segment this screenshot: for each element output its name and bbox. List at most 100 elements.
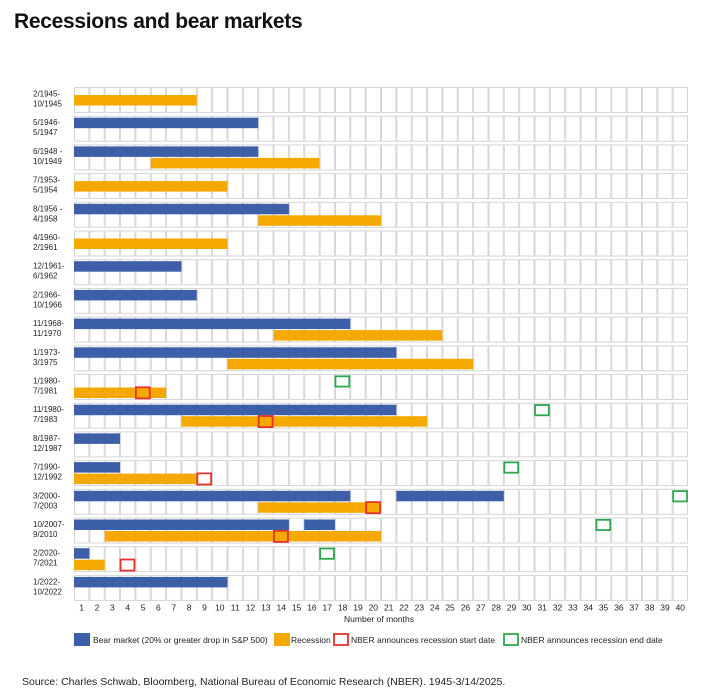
grid-cell <box>381 173 397 200</box>
grid-cell <box>611 115 627 142</box>
x-tick-label: 9 <box>202 603 207 613</box>
x-tick-label: 11 <box>231 603 240 613</box>
grid-cell <box>488 345 504 372</box>
x-tick-label: 27 <box>476 603 486 613</box>
grid-cell <box>442 144 458 171</box>
grid-cell <box>611 201 627 228</box>
grid-cell <box>626 402 642 429</box>
grid-cell <box>611 144 627 171</box>
grid-cell <box>212 287 228 314</box>
grid-cell <box>473 402 489 429</box>
grid-cell <box>166 431 182 458</box>
grid-cell <box>396 230 412 257</box>
legend-swatch-start <box>333 633 349 646</box>
grid-cell <box>641 259 658 286</box>
bear-market-bar <box>74 117 259 129</box>
grid-cell <box>381 259 397 286</box>
grid-cell <box>626 431 642 458</box>
row-label: 2/1945- <box>33 90 60 99</box>
grid-cell <box>488 546 504 573</box>
nber-end-marker <box>319 547 335 560</box>
grid-cell <box>657 201 673 228</box>
grid-cell <box>196 431 213 458</box>
nber-end-marker <box>334 375 351 388</box>
grid-cell <box>396 546 412 573</box>
row-label: 10/1966 <box>33 300 62 309</box>
grid-cell <box>503 115 520 142</box>
grid-cell <box>657 287 673 314</box>
grid-cell <box>411 115 428 142</box>
grid-cell <box>519 345 535 372</box>
grid-cell <box>488 201 504 228</box>
grid-cell <box>473 431 489 458</box>
grid-cell <box>212 87 228 113</box>
grid-cell <box>473 87 489 113</box>
row-label: 1/1980- <box>33 377 60 386</box>
bear-market-bar <box>396 490 504 502</box>
grid-cell <box>503 87 520 113</box>
grid-cell <box>381 431 397 458</box>
x-tick-label: 10 <box>215 603 225 613</box>
grid-cell <box>457 259 474 286</box>
grid-cell <box>519 316 535 343</box>
legend-swatch-end <box>503 633 519 646</box>
grid-cell <box>427 230 443 257</box>
grid-cell <box>595 574 612 601</box>
grid-cell <box>350 230 366 257</box>
grid-cell <box>135 431 151 458</box>
grid-cell <box>580 546 596 573</box>
row-label: 9/2010 <box>33 530 58 539</box>
grid-cell <box>181 374 197 400</box>
grid-cell <box>304 259 320 286</box>
grid-cell <box>258 259 274 286</box>
grid-cell <box>227 374 243 400</box>
grid-cell <box>580 230 596 257</box>
grid-cell <box>212 546 228 573</box>
grid-cell <box>473 517 489 544</box>
grid-cell <box>319 460 335 487</box>
grid-cell <box>457 402 474 429</box>
grid-cell <box>212 431 228 458</box>
grid-cell <box>580 144 596 171</box>
recession-bar <box>258 215 381 226</box>
recession-bar <box>104 531 381 542</box>
legend-label-start: NBER announces recession start date <box>351 635 495 645</box>
row-label: 7/1990- <box>33 463 60 472</box>
grid-cell <box>242 546 259 573</box>
grid-cell <box>641 115 658 142</box>
grid-cell <box>519 460 535 487</box>
grid-cell <box>457 546 474 573</box>
x-tick-label: 33 <box>568 603 578 613</box>
grid-cell <box>565 488 581 515</box>
grid-cell <box>519 259 535 286</box>
grid-cell <box>319 87 335 113</box>
grid-cell <box>319 230 335 257</box>
x-tick-label: 40 <box>676 603 686 613</box>
grid-cell <box>672 144 689 171</box>
bear-market-bar <box>74 146 259 157</box>
grid-cell <box>427 144 443 171</box>
grid-cell <box>442 87 458 113</box>
grid-cell <box>350 115 366 142</box>
grid-cell <box>273 230 289 257</box>
grid-cell <box>242 87 259 113</box>
grid-cell <box>549 402 566 429</box>
row-label: 1/2022- <box>33 577 60 586</box>
grid-cell <box>196 374 213 400</box>
nber-end-marker <box>595 518 612 531</box>
grid-cell <box>457 316 474 343</box>
chart-title: Recessions and bear markets <box>14 10 303 33</box>
row-label: 11/1980- <box>33 405 64 414</box>
grid-cell <box>288 374 305 400</box>
recession-bar <box>181 416 428 427</box>
grid-cell <box>488 87 504 113</box>
x-tick-label: 7 <box>171 603 176 613</box>
grid-cell <box>427 517 443 544</box>
grid-cell <box>580 345 596 372</box>
grid-cell <box>473 316 489 343</box>
grid-cell <box>534 287 550 314</box>
grid-cell <box>534 546 550 573</box>
grid-cell <box>565 259 581 286</box>
grid-cell <box>411 259 428 286</box>
row-label: 7/1983 <box>33 415 58 424</box>
